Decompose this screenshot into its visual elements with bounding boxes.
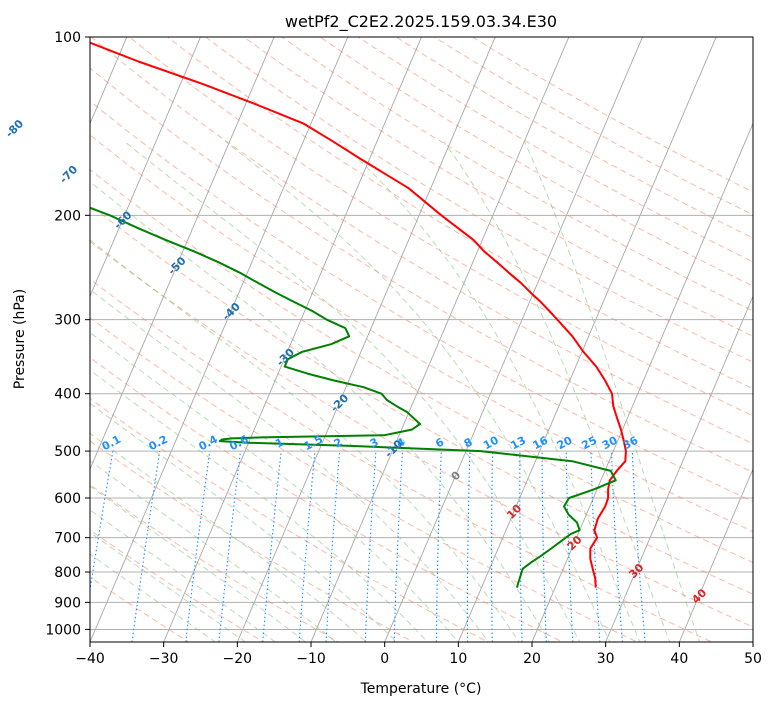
dry-adiabat-line xyxy=(166,37,753,390)
plot-frame xyxy=(89,36,754,643)
mixing-ratio-label: 16 xyxy=(531,434,551,453)
moist-adiabat-line xyxy=(225,140,611,642)
isotherm-line xyxy=(457,37,717,642)
moist-adiabat-line xyxy=(90,485,307,642)
moist-adiabat-line xyxy=(90,369,429,642)
mixing-ratio-label: 13 xyxy=(508,434,528,453)
x-tick-label: 10 xyxy=(449,651,467,667)
y-tick-label: 700 xyxy=(54,531,81,547)
x-tick-label: 0 xyxy=(380,651,389,667)
dry-adiabat-line xyxy=(90,356,564,642)
dry-adiabat-line xyxy=(90,134,753,533)
mixing-ratio-line xyxy=(565,451,574,642)
dry-adiabat-line xyxy=(90,240,753,628)
mixing-ratio-line xyxy=(393,451,404,642)
isotherm-line xyxy=(678,467,753,642)
dewpoint-line xyxy=(90,206,617,588)
mixing-ratio-line xyxy=(490,451,494,642)
sounding-lines xyxy=(90,41,627,588)
isotherm-line xyxy=(90,37,349,642)
mixing-ratio-label: 25 xyxy=(580,434,600,453)
isotherm-line xyxy=(310,37,570,642)
y-tick-label: 100 xyxy=(54,30,81,46)
y-tick-label: 600 xyxy=(54,491,81,507)
mixing-ratio-label: 36 xyxy=(621,433,641,452)
background-lines xyxy=(90,37,753,642)
y-tick-label: 1000 xyxy=(45,622,81,638)
mixing-ratio-line xyxy=(364,451,377,642)
mixing-ratio-line xyxy=(325,451,341,642)
dry-adiabat-line xyxy=(90,529,265,642)
moist-adiabat-line xyxy=(90,239,520,642)
mixing-ratio-line xyxy=(185,451,211,642)
dry-adiabat-line xyxy=(90,67,753,473)
mixing-ratio-line xyxy=(466,451,471,642)
moist-adiabat-line xyxy=(123,140,581,642)
moist-adiabat-line xyxy=(523,141,701,642)
x-tick-label: −10 xyxy=(296,651,326,667)
dry-adiabat-line xyxy=(90,168,753,564)
moist-adiabat-line xyxy=(90,331,459,642)
mixing-ratio-label: 20 xyxy=(555,433,575,452)
x-tick-label: 20 xyxy=(523,651,541,667)
mixing-ratio-label: 10 xyxy=(481,433,501,452)
moist-adiabat-line xyxy=(90,181,550,642)
dry-adiabat-line xyxy=(90,204,753,595)
dry-adiabat-line xyxy=(90,484,340,642)
isotherm-line xyxy=(384,37,643,642)
isotherm-line xyxy=(90,37,201,298)
y-tick-label: 500 xyxy=(54,444,81,460)
dry-adiabat-line xyxy=(90,37,753,445)
chart-title: wetPf2_C2E2.2025.159.03.34.E30 xyxy=(285,12,557,32)
mixing-ratio-line xyxy=(131,451,161,642)
isotherm-line xyxy=(236,37,496,642)
y-axis: 100 200 300 400 500 600 700 800 900 1000 xyxy=(45,30,90,638)
mixing-ratio-label: 30 xyxy=(600,434,620,453)
y-tick-label: 200 xyxy=(54,208,81,224)
isotherm-line xyxy=(90,37,275,471)
y-axis-title: Pressure (hPa) xyxy=(12,289,28,389)
mixing-ratio-line xyxy=(541,451,547,642)
x-axis-title: Temperature (°C) xyxy=(360,681,482,697)
x-tick-label: −40 xyxy=(75,651,105,667)
moist-adiabat-line xyxy=(90,432,368,642)
y-tick-label: 900 xyxy=(54,595,81,611)
x-tick-label: −20 xyxy=(223,651,253,667)
dry-adiabat-line xyxy=(90,278,713,642)
mixing-ratio-line xyxy=(298,451,316,642)
moist-adiabat-line xyxy=(443,141,671,642)
x-tick-label: 40 xyxy=(670,651,688,667)
mixing-ratio-line xyxy=(519,451,523,642)
dry-adiabat-line xyxy=(281,37,753,312)
mixing-ratio-line xyxy=(590,451,601,642)
mixing-ratio-line xyxy=(218,451,242,642)
moist-adiabat-line xyxy=(338,140,641,642)
mixing-ratio-line xyxy=(262,451,282,642)
dry-adiabat-line xyxy=(90,100,753,503)
y-tick-label: 800 xyxy=(54,565,81,581)
mixing-ratio-line xyxy=(610,451,623,642)
dry-adiabat-line xyxy=(204,37,753,363)
x-axis: −40 −30 −20 −10 0 10 20 30 40 50 xyxy=(75,642,762,667)
y-tick-label: 300 xyxy=(54,313,81,329)
x-tick-label: 30 xyxy=(597,651,615,667)
y-tick-label: 400 xyxy=(54,387,81,403)
temperature-line xyxy=(90,41,627,588)
dry-adiabat-line xyxy=(90,397,489,642)
isotherm-line xyxy=(531,122,753,642)
mixing-ratio-line xyxy=(435,451,442,642)
mixing-ratio-line xyxy=(631,451,646,642)
x-tick-label: 50 xyxy=(744,651,762,667)
isotherm-line xyxy=(605,295,753,642)
x-tick-label: −30 xyxy=(149,651,179,667)
